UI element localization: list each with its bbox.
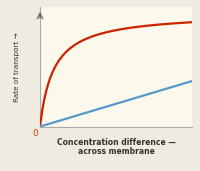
Text: 0: 0 (33, 129, 38, 138)
Text: Concentration difference —: Concentration difference — (57, 138, 175, 147)
Text: Rate of transport →: Rate of transport → (14, 32, 20, 102)
Text: across membrane: across membrane (78, 147, 154, 156)
